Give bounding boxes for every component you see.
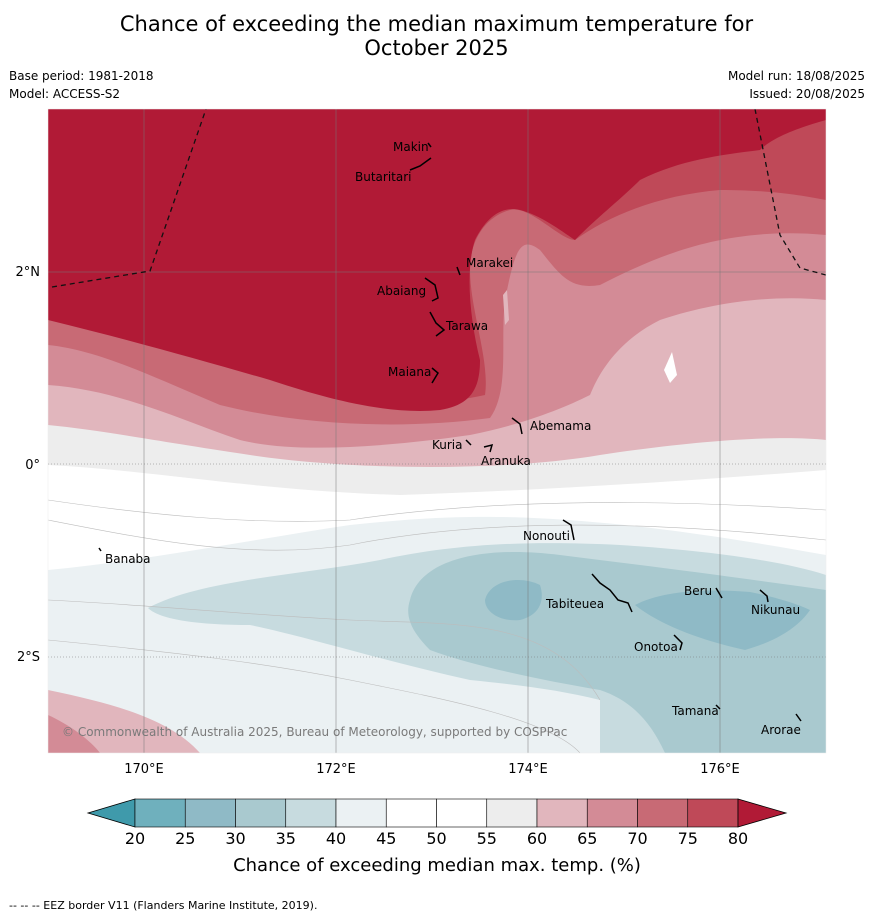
place-label-arorae: Arorae [761, 723, 801, 737]
colorbar-tick-label: 40 [326, 829, 346, 848]
colorbar-segment [335, 798, 387, 828]
lat-tick-label: 2°N [16, 265, 41, 280]
colorbar-high-extension [737, 798, 788, 828]
place-label-nonouti: Nonouti [523, 529, 570, 543]
meta-left: Base period: 1981-2018 Model: ACCESS-S2 [9, 67, 154, 103]
meta-right: Model run: 18/08/2025 Issued: 20/08/2025 [728, 67, 865, 103]
map-title: Chance of exceeding the median maximum t… [0, 12, 873, 60]
place-label-tamana: Tamana [671, 704, 719, 718]
colorbar-label: Chance of exceeding median max. temp. (%… [233, 855, 641, 876]
colorbar-tick-label: 45 [376, 829, 396, 848]
place-label-kuria: Kuria [432, 438, 463, 452]
colorbar-segment [637, 798, 689, 828]
place-label-tarawa: Tarawa [445, 319, 488, 333]
place-label-butaritari: Butaritari [355, 170, 412, 184]
islands [98, 142, 802, 722]
colorbar-segment [285, 798, 337, 828]
place-label-beru: Beru [684, 584, 712, 598]
colorbar-segment [184, 798, 236, 828]
grid-lines [48, 109, 826, 753]
colorbar-segment [486, 798, 538, 828]
white-patch [664, 352, 677, 383]
place-label-abemama: Abemama [530, 419, 591, 433]
band-30b [635, 590, 810, 650]
place-label-onotoa: Onotoa [634, 640, 678, 654]
lon-tick-label: 172°E [316, 762, 356, 777]
colorbar-tick-label: 65 [577, 829, 597, 848]
colorbar-low-extension [86, 798, 136, 828]
colorbar-tick-label: 25 [175, 829, 195, 848]
colorbar-tick-label: 80 [728, 829, 748, 848]
band-30 [485, 580, 542, 621]
lat-tick-label: 0° [25, 458, 40, 473]
lat-tick-label: 2°S [17, 650, 40, 665]
model-name: Model: ACCESS-S2 [9, 87, 121, 101]
place-label-makin: Makin [393, 140, 429, 154]
colorbar-segment [687, 798, 739, 828]
colorbar-segment [536, 798, 588, 828]
colorbar: 20 25 30 35 40 45 50 55 60 65 70 75 80 [86, 798, 788, 848]
colorbar-tick-label: 35 [276, 829, 296, 848]
colorbar-tick-label: 20 [125, 829, 145, 848]
title-line-2: October 2025 [364, 36, 509, 60]
colorbar-tick-label: 55 [477, 829, 497, 848]
lon-tick-label: 176°E [700, 762, 740, 777]
contour-field [48, 109, 826, 753]
model-run: Model run: 18/08/2025 [727, 69, 865, 83]
colorbar-tick-label: 60 [527, 829, 547, 848]
light-patch [503, 290, 509, 325]
eez-legend-note: -- -- -- EEZ border V11 (Flanders Marine… [9, 899, 318, 912]
issued-date: Issued: 20/08/2025 [749, 87, 865, 101]
base-period: Base period: 1981-2018 [9, 69, 154, 83]
band-65-south [48, 715, 100, 753]
colorbar-tick-label: 75 [678, 829, 698, 848]
place-label-aranuka: Aranuka [481, 454, 531, 468]
title-line-1: Chance of exceeding the median maximum t… [119, 12, 754, 36]
place-labels: Makin Butaritari Marakei Abaiang Tarawa Maian… [105, 140, 801, 737]
place-label-nikunau: Nikunau [751, 603, 800, 617]
colorbar-segment [235, 798, 287, 828]
eez-borders [51, 109, 826, 288]
colorbar-segment [134, 798, 186, 828]
colorbar-segment [586, 798, 638, 828]
colorbar-tick-label: 30 [225, 829, 245, 848]
place-label-abaiang: Abaiang [377, 284, 426, 298]
place-label-tabiteuea: Tabiteuea [545, 597, 604, 611]
colorbar-segment [385, 798, 437, 828]
lon-tick-label: 174°E [508, 762, 548, 777]
colorbar-segment [436, 798, 488, 828]
colorbar-tick-label: 70 [627, 829, 647, 848]
lon-tick-label: 170°E [124, 762, 164, 777]
band-80 [48, 109, 826, 411]
place-label-marakei: Marakei [466, 256, 513, 270]
band-60-south [48, 690, 200, 753]
longitude-labels: 170°E 172°E 174°E 176°E [124, 762, 740, 777]
place-label-maiana: Maiana [388, 365, 431, 379]
latitude-labels: 2°N 0° 2°S [16, 265, 41, 665]
place-label-banaba: Banaba [105, 552, 151, 566]
colorbar-tick-label: 50 [426, 829, 446, 848]
copyright-text: © Commonwealth of Australia 2025, Bureau… [62, 725, 567, 739]
map-frame [47, 108, 827, 754]
